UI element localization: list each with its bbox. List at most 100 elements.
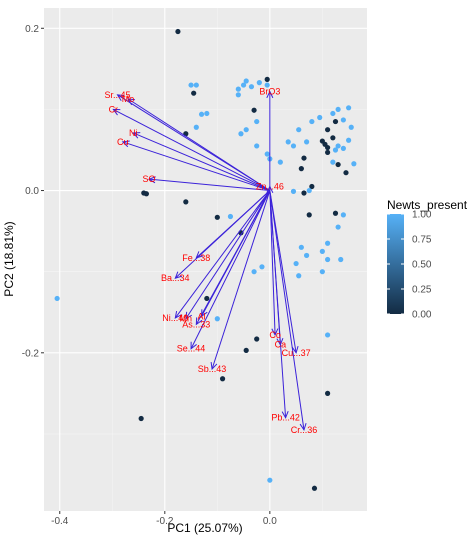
data-point (143, 191, 150, 197)
loading-arrow (269, 190, 276, 335)
data-point (254, 118, 260, 125)
arrow-head (147, 176, 156, 184)
loading-arrow (174, 190, 271, 319)
data-point (235, 92, 241, 98)
arrow-head (266, 185, 274, 194)
data-point (214, 316, 220, 322)
data-point (319, 248, 325, 254)
data-point (277, 159, 283, 165)
data-point (309, 183, 315, 190)
arrow-head (132, 132, 141, 139)
loading-label: Se...44 (177, 344, 206, 354)
data-point (330, 110, 336, 117)
loading-arrow (190, 190, 271, 349)
data-point (348, 124, 354, 130)
loading-label: BrO3 (259, 87, 280, 97)
data-point (219, 376, 226, 382)
legend-colorbar (387, 214, 404, 314)
data-point (264, 151, 270, 157)
y-tick-label: 0.0 (25, 186, 39, 197)
data-point (259, 264, 265, 270)
data-point (340, 145, 346, 151)
y-tick-label: 0.2 (25, 24, 39, 35)
data-point (254, 336, 260, 342)
x-tick-label: -0.4 (51, 516, 69, 527)
loading-arrow (269, 190, 305, 430)
loading-arrow (127, 98, 271, 191)
data-point (293, 260, 299, 267)
data-point (256, 80, 262, 86)
arrow-head (299, 423, 307, 432)
data-point (193, 82, 199, 88)
arrow-head (190, 341, 197, 350)
data-point (351, 161, 357, 167)
loading-arrow (113, 108, 271, 191)
data-point (296, 273, 302, 279)
loading-label: Fe...38 (182, 253, 210, 263)
data-point (296, 127, 302, 133)
loading-arrows (112, 90, 307, 432)
data-point (346, 137, 352, 143)
legend-ticks: 0.00 0.25 0.50 0.75 1.00 (387, 210, 432, 321)
y-axis-title: PC2 (18.81%) (2, 221, 16, 296)
loading-label: SO (143, 174, 156, 184)
data-point (306, 212, 312, 218)
arrow-head (271, 328, 279, 337)
data-point (254, 143, 260, 149)
loading-arrow (185, 190, 271, 319)
data-point (267, 477, 273, 483)
arrow-head (210, 362, 218, 371)
data-point (325, 256, 331, 263)
data-point (204, 110, 210, 117)
data-point (290, 188, 297, 194)
minor-grid (44, 8, 367, 511)
loading-label: Ni (129, 128, 138, 138)
data-point (343, 170, 349, 176)
data-point (335, 143, 341, 149)
loading-arrow (174, 190, 271, 279)
loading-label: Mn (180, 314, 193, 324)
legend-tick-label: 0.75 (412, 235, 432, 246)
data-point (304, 139, 310, 145)
data-point (298, 166, 304, 172)
data-point (325, 144, 331, 151)
loading-arrow (269, 190, 287, 418)
data-point (290, 143, 297, 149)
data-point (240, 82, 247, 88)
observation-points (54, 28, 357, 491)
data-point (243, 78, 249, 84)
data-point (264, 76, 270, 82)
data-point (309, 118, 315, 125)
loading-arrow (133, 132, 271, 192)
plot-panel (44, 8, 367, 511)
data-point (238, 131, 244, 137)
loading-label: Ca (275, 340, 287, 350)
data-point (306, 187, 312, 194)
data-point (301, 190, 307, 196)
loading-label: Cu...37 (282, 348, 311, 358)
loading-label: Sr...45 (105, 90, 131, 100)
data-point (325, 390, 331, 396)
data-point (330, 159, 336, 165)
data-point (285, 139, 291, 145)
arrow-head (291, 345, 299, 354)
arrow-head (112, 108, 121, 116)
loading-label: Sb...43 (198, 364, 227, 374)
loading-label: Co (269, 330, 281, 340)
x-tick-label: 0.0 (263, 516, 277, 527)
data-point (298, 244, 304, 250)
x-axis-ticks: -0.4 -0.2 0.0 (51, 511, 277, 527)
loading-label: Mo (122, 94, 135, 104)
data-point (325, 240, 331, 246)
data-point (243, 127, 249, 133)
data-point (138, 415, 144, 422)
data-point (235, 86, 241, 92)
data-point (338, 256, 344, 263)
y-tick-label: -0.2 (22, 348, 40, 359)
loading-label: As...33 (182, 319, 210, 329)
data-point (332, 210, 339, 216)
legend-tick-label: 0.50 (412, 260, 432, 271)
data-point (214, 214, 220, 220)
loading-label: Cr...36 (291, 425, 318, 435)
